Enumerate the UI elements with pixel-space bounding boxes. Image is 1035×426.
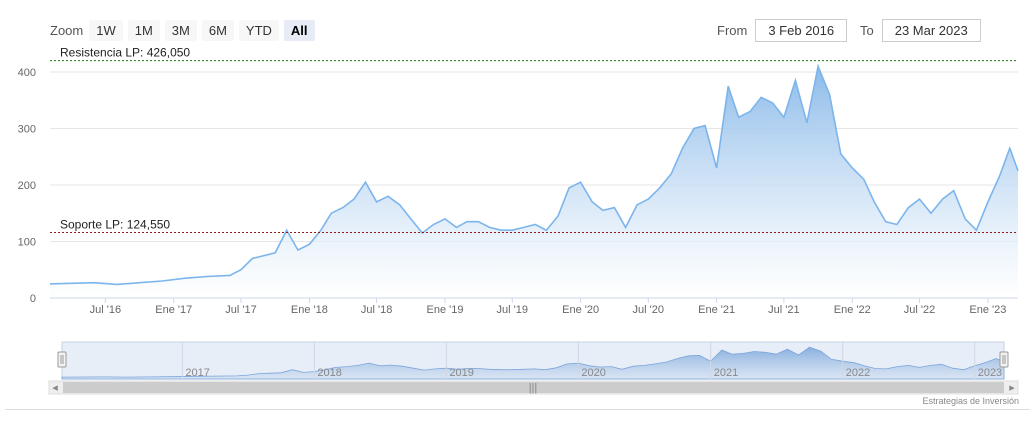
support-label: Soporte LP: 124,550 bbox=[60, 217, 170, 231]
range-from: From 3 Feb 2016 bbox=[717, 18, 848, 42]
range-to: To 23 Mar 2023 bbox=[860, 18, 981, 42]
navigator-year-label: 2019 bbox=[449, 367, 473, 379]
price-area bbox=[50, 66, 1018, 298]
price-line bbox=[49, 63, 1019, 286]
y-tick-label: 100 bbox=[18, 236, 36, 248]
navigator-year-label: 2020 bbox=[581, 367, 605, 379]
x-tick-label: Ene '18 bbox=[291, 304, 328, 316]
y-tick-label: 0 bbox=[30, 293, 36, 305]
zoom-label: Zoom bbox=[50, 22, 84, 38]
x-tick-label: Ene '23 bbox=[969, 304, 1006, 316]
navigator[interactable]: 2017 2018 2019 2020 2021 2022 2023 ||| ◂ ▸ bbox=[48, 341, 1019, 395]
y-tick-label: 300 bbox=[18, 123, 36, 135]
scroll-right-icon[interactable]: ▸ bbox=[1009, 382, 1015, 394]
credit-text: Estrategias de Inversión bbox=[922, 396, 1019, 406]
x-tick-label: Ene '17 bbox=[155, 304, 192, 316]
navigator-year-label: 2022 bbox=[846, 367, 870, 379]
zoom-1m-button[interactable]: 1M bbox=[127, 19, 160, 41]
navigator-left-handle[interactable] bbox=[57, 351, 67, 368]
scroll-left-icon[interactable]: ◂ bbox=[52, 382, 58, 394]
zoom-bar: Zoom 1W 1M 3M 6M YTD All bbox=[50, 19, 320, 41]
y-tick-label: 400 bbox=[18, 67, 36, 79]
x-tick-label: Jul '17 bbox=[225, 304, 256, 316]
x-tick-label: Jul '19 bbox=[497, 304, 528, 316]
x-tick-label: Ene '21 bbox=[698, 304, 735, 316]
navigator-series bbox=[61, 346, 1005, 380]
navigator-year-label: 2021 bbox=[714, 367, 738, 379]
navigator-year-label: 2017 bbox=[185, 367, 209, 379]
divider bbox=[5, 409, 1030, 410]
zoom-6m-button[interactable]: 6M bbox=[201, 19, 234, 41]
axes: 0 100 200 300 400 Jul '16 Ene '17 Jul '17 Ene '1… bbox=[18, 67, 1018, 316]
x-tick-label: Jul '20 bbox=[633, 304, 664, 316]
navigator-year-label: 2018 bbox=[317, 367, 341, 379]
navigator-right-handle[interactable] bbox=[999, 351, 1009, 368]
zoom-1w-button[interactable]: 1W bbox=[89, 19, 123, 41]
x-tick-label: Ene '22 bbox=[834, 304, 871, 316]
from-label: From bbox=[717, 22, 748, 38]
zoom-3m-button[interactable]: 3M bbox=[164, 19, 197, 41]
y-tick-label: 200 bbox=[18, 180, 36, 192]
x-tick-label: Jul '16 bbox=[90, 304, 121, 316]
x-tick-label: Ene '20 bbox=[562, 304, 599, 316]
zoom-ytd-button[interactable]: YTD bbox=[238, 19, 279, 41]
to-date-input[interactable]: 23 Mar 2023 bbox=[881, 18, 981, 42]
scrollbar-thumb[interactable] bbox=[63, 382, 1004, 393]
resistance-label: Resistencia LP: 426,050 bbox=[60, 46, 190, 60]
from-date-input[interactable]: 3 Feb 2016 bbox=[755, 18, 848, 42]
scrollbar-grip-icon: ||| bbox=[529, 382, 538, 394]
x-tick-label: Ene '19 bbox=[427, 304, 464, 316]
x-tick-label: Jul '21 bbox=[768, 304, 799, 316]
to-label: To bbox=[860, 22, 874, 38]
plot-area: Resistencia LP: 426,050 Soporte LP: 124,5… bbox=[49, 46, 1019, 298]
x-tick-label: Jul '18 bbox=[361, 304, 392, 316]
navigator-year-label: 2023 bbox=[978, 367, 1002, 379]
zoom-all-button[interactable]: All bbox=[283, 19, 315, 41]
x-tick-label: Jul '22 bbox=[904, 304, 935, 316]
